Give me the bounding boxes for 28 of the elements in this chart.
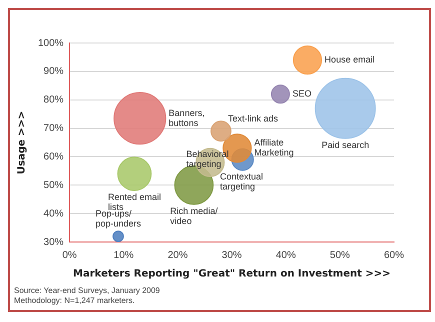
- series-label: Affiliate Marketing: [254, 138, 294, 158]
- y-tick-label: 100%: [38, 38, 64, 49]
- y-tick-label: 90%: [44, 66, 64, 78]
- y-tick-label: 80%: [44, 94, 64, 106]
- series-label: Text-link ads: [228, 114, 278, 124]
- series-label: Paid search: [322, 140, 370, 150]
- y-tick-label: 40%: [44, 208, 64, 220]
- x-tick-label: 30%: [222, 250, 242, 261]
- series-label: House email: [324, 54, 375, 65]
- x-axis-title: Marketers Reporting "Great" Return on Investment >>>: [73, 268, 391, 280]
- x-tick-label: 60%: [384, 250, 404, 261]
- y-tick-label: 50%: [44, 180, 64, 191]
- x-tick-label: 40%: [276, 250, 296, 261]
- x-tick-label: 50%: [330, 250, 350, 261]
- text: Methodology: N=1,247 marketers.: [14, 296, 136, 306]
- series-label: Pop-ups/ pop-unders: [95, 208, 142, 229]
- y-tick-label: 30%: [44, 236, 64, 248]
- y-axis-title: Usage >>>: [16, 110, 28, 174]
- x-tick-label: 10%: [114, 250, 134, 261]
- source-note: Source: Year-end Surveys, January 2009: [14, 286, 161, 296]
- y-tick-label: 70%: [44, 123, 64, 134]
- series-label: SEO: [292, 88, 312, 99]
- series-label: Rich media/ video: [170, 206, 218, 226]
- x-tick-label: 0%: [62, 250, 77, 261]
- y-tick-label: 60%: [44, 151, 64, 162]
- series-label: Contextual targeting: [220, 172, 264, 192]
- x-tick-label: 20%: [168, 250, 188, 261]
- series-label: Banners, buttons: [168, 108, 205, 128]
